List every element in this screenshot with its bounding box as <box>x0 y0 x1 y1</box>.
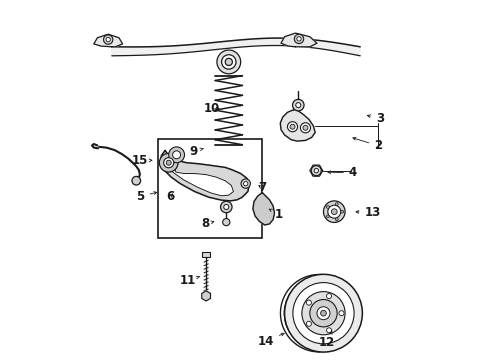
Text: 15: 15 <box>132 154 152 167</box>
Circle shape <box>224 204 229 210</box>
Circle shape <box>317 307 330 320</box>
Circle shape <box>159 153 178 172</box>
Circle shape <box>306 321 312 326</box>
Polygon shape <box>281 33 317 47</box>
Circle shape <box>106 37 110 42</box>
Circle shape <box>296 103 301 108</box>
Circle shape <box>310 300 337 327</box>
Circle shape <box>339 311 344 316</box>
Text: 1: 1 <box>269 208 283 221</box>
Circle shape <box>169 147 185 163</box>
Text: 2: 2 <box>353 138 382 152</box>
Text: 14: 14 <box>258 333 284 348</box>
Circle shape <box>335 218 338 221</box>
Circle shape <box>297 37 301 41</box>
Circle shape <box>326 293 332 298</box>
Text: 5: 5 <box>137 190 157 203</box>
Circle shape <box>328 205 341 218</box>
Circle shape <box>311 166 321 176</box>
Circle shape <box>320 310 326 316</box>
Circle shape <box>302 292 345 335</box>
Circle shape <box>221 55 236 69</box>
Circle shape <box>314 168 319 173</box>
Text: 13: 13 <box>356 206 381 219</box>
Circle shape <box>241 179 250 188</box>
Circle shape <box>300 123 311 133</box>
Text: 12: 12 <box>319 331 335 349</box>
Polygon shape <box>202 291 211 301</box>
Circle shape <box>331 209 337 215</box>
Polygon shape <box>112 38 360 56</box>
Circle shape <box>326 328 332 333</box>
Text: 7: 7 <box>258 181 267 194</box>
Circle shape <box>220 201 232 213</box>
Circle shape <box>306 300 312 305</box>
Circle shape <box>244 181 248 186</box>
Circle shape <box>222 219 230 226</box>
Circle shape <box>303 125 308 130</box>
Circle shape <box>103 35 113 44</box>
Polygon shape <box>94 34 122 47</box>
Text: 3: 3 <box>368 112 384 125</box>
Text: 4: 4 <box>328 166 357 179</box>
Circle shape <box>326 206 329 208</box>
Circle shape <box>164 158 174 168</box>
Text: 9: 9 <box>190 145 203 158</box>
Text: 6: 6 <box>166 190 174 203</box>
Circle shape <box>293 283 354 344</box>
Polygon shape <box>160 150 249 201</box>
Circle shape <box>132 176 141 185</box>
Circle shape <box>166 160 171 165</box>
Circle shape <box>225 58 232 66</box>
Circle shape <box>335 203 338 206</box>
Polygon shape <box>253 193 274 225</box>
Bar <box>158 139 262 238</box>
Circle shape <box>172 151 180 159</box>
Circle shape <box>341 210 343 213</box>
Polygon shape <box>169 155 233 196</box>
Circle shape <box>290 124 295 129</box>
Circle shape <box>285 274 363 352</box>
Circle shape <box>293 99 304 111</box>
Text: 10: 10 <box>204 102 220 115</box>
Bar <box>202 252 210 257</box>
Circle shape <box>288 122 297 132</box>
Circle shape <box>294 34 304 44</box>
Circle shape <box>217 50 241 74</box>
Polygon shape <box>280 109 315 141</box>
Text: 8: 8 <box>201 217 214 230</box>
Text: 11: 11 <box>180 274 199 287</box>
Circle shape <box>323 201 345 222</box>
Circle shape <box>326 215 329 218</box>
